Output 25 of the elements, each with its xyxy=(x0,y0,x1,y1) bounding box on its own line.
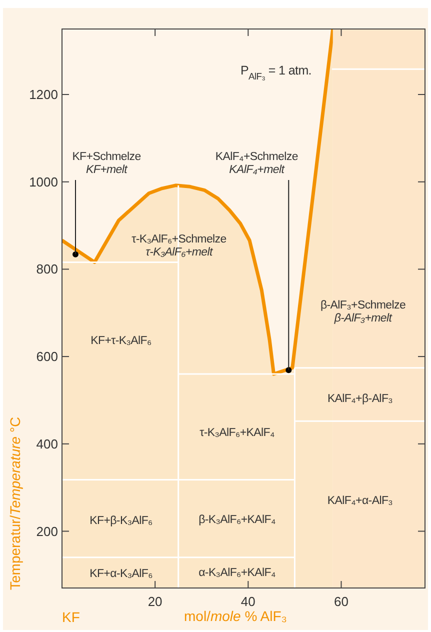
y-tick-label: 1200 xyxy=(29,87,58,102)
annotation: KAlF₄+Schmelze KAlF₄+melt xyxy=(215,151,298,176)
x-tick-label: 20 xyxy=(148,594,162,609)
y-tick-label: 600 xyxy=(36,349,58,364)
annotation: KF+α-K₃AlF₆ xyxy=(90,568,154,580)
y-tick-label: 800 xyxy=(36,262,58,277)
x-axis-title: mol/mole % AlF₃ xyxy=(184,608,287,624)
annotation: τ-K₃AlF₆+Schmelze τ-K₃AlF₆+melt xyxy=(132,234,226,259)
annotation: KAlF₄+β-AlF₃ xyxy=(327,393,394,406)
y-tick-label: 200 xyxy=(36,524,58,539)
y-tick-label: 400 xyxy=(36,436,58,452)
annotation: α-K₃AlF₆+KAlF₄ xyxy=(198,567,276,580)
annotation: β-K₃AlF₆+KAlF₄ xyxy=(198,514,276,526)
annotation: τ-K₃AlF₆+KAlF₄ xyxy=(200,427,275,440)
annotation: KF+β-K₃AlF₆ xyxy=(90,515,154,528)
x-tick-label: 60 xyxy=(334,594,348,609)
annotation: KF+τ-K₃AlF₆ xyxy=(90,335,152,348)
annotation: KF+Schmelze KF+melt xyxy=(72,151,141,176)
x-tick-label: 40 xyxy=(240,594,256,609)
annotation: P$_{AlF₃}$ = 1 atm. xyxy=(240,63,312,82)
text: KF xyxy=(62,608,80,625)
annotation: KAlF₄+α-AlF₃ xyxy=(327,495,394,508)
y-tick-label: 1000 xyxy=(29,174,58,190)
annotation: β-AlF₃+Schmelze β-AlF₃+melt xyxy=(320,300,406,325)
y-axis-title: Temperatur/Temperature °C xyxy=(7,416,23,590)
